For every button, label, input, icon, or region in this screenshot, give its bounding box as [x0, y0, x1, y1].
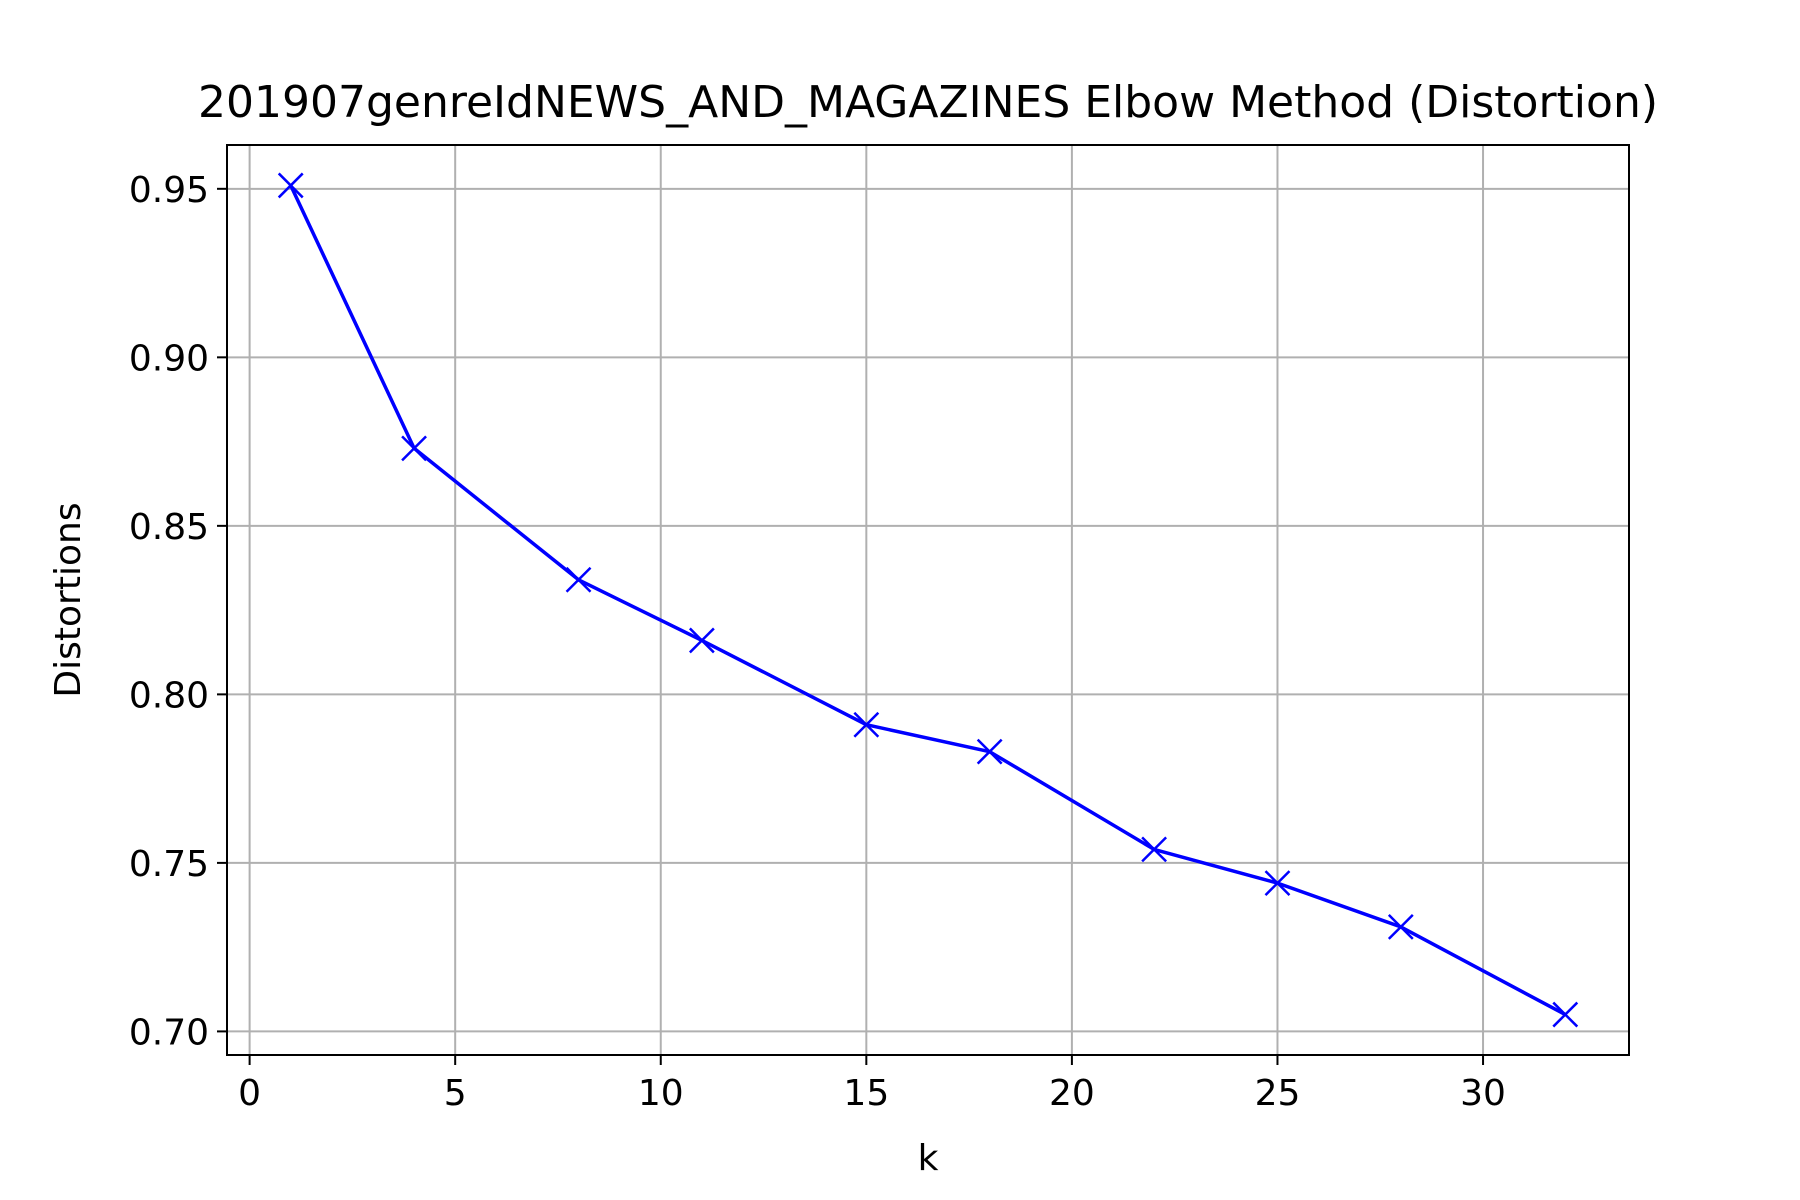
data-point-marker — [1387, 914, 1414, 940]
x-tick-label: 5 — [444, 1073, 467, 1114]
marker-stroke — [853, 711, 880, 738]
x-tick-label: 30 — [1460, 1073, 1506, 1114]
marker-stroke — [1552, 1001, 1579, 1028]
data-point-marker — [277, 172, 304, 199]
x-tick-label: 0 — [238, 1073, 261, 1114]
data-point-marker — [401, 435, 427, 462]
x-tick-label: 20 — [1049, 1073, 1095, 1114]
x-tick-label: 15 — [843, 1073, 889, 1114]
marker-stroke — [277, 172, 304, 199]
y-tick-label: 0.75 — [129, 844, 209, 885]
data-point-marker — [976, 738, 1003, 765]
data-point-marker — [1264, 870, 1291, 896]
marker-stroke — [1387, 914, 1414, 940]
x-tick-label: 10 — [638, 1073, 684, 1114]
plot-frame — [226, 144, 1630, 1056]
axis-ticks: 0 5 10 15 20 25 30 0.70 0.75 0.80 0.85 0.90 0.95 — [129, 170, 1506, 1114]
series-line — [289, 184, 1567, 1017]
x-tick-label: 25 — [1255, 1073, 1301, 1114]
marker-stroke — [401, 435, 427, 462]
marker-stroke — [1141, 836, 1168, 863]
y-tick-label: 0.80 — [129, 675, 209, 716]
data-point-marker — [1141, 836, 1168, 863]
y-axis-label: Distortions — [48, 502, 89, 697]
grid-lines — [227, 145, 1629, 1055]
y-tick-label: 0.70 — [129, 1012, 209, 1053]
marker-stroke — [565, 566, 592, 593]
data-point-marker — [1552, 1001, 1579, 1028]
data-point-marker — [565, 566, 592, 593]
marker-stroke — [976, 738, 1003, 765]
y-tick-label: 0.95 — [129, 170, 209, 211]
marker-stroke — [1264, 870, 1291, 896]
series-layer — [277, 172, 1579, 1028]
chart-title: 201907genreIdNEWS_AND_MAGAZINES Elbow Me… — [198, 77, 1658, 128]
marker-stroke — [688, 627, 715, 654]
y-tick-label: 0.90 — [129, 338, 209, 379]
y-tick-label: 0.85 — [129, 507, 209, 548]
x-axis-label: k — [918, 1138, 939, 1179]
data-point-marker — [853, 711, 880, 738]
data-point-marker — [688, 627, 715, 654]
